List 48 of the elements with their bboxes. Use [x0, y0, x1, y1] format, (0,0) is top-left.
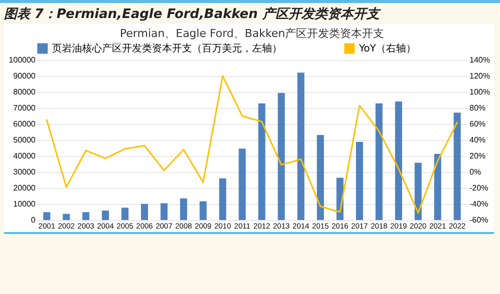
- bar: [82, 212, 90, 220]
- chart-title: 图表 7：Permian,Eagle Ford,Bakken 产区开发类资本开支: [0, 0, 500, 24]
- y-tick-label: 90000: [13, 72, 36, 80]
- y2-tick-label: 80%: [470, 104, 486, 112]
- line-series: [46, 75, 458, 214]
- y-tick-label: 30000: [13, 168, 36, 176]
- bar: [219, 178, 226, 220]
- bar: [278, 92, 285, 220]
- bar: [376, 103, 383, 220]
- y-tick-label: 100000: [8, 56, 36, 64]
- bar: [434, 154, 442, 220]
- y-tick-label: 0: [31, 216, 36, 224]
- y-tick-label: 50000: [13, 136, 36, 144]
- y2-tick-label: 60%: [470, 120, 486, 128]
- bar: [200, 201, 207, 220]
- y-tick-label: 70000: [13, 104, 36, 112]
- y-tick-label: 20000: [13, 184, 36, 192]
- bar: [62, 214, 70, 220]
- y-tick-label: 60000: [13, 120, 36, 128]
- bar: [121, 208, 128, 220]
- y2-tick-label: 20%: [470, 152, 486, 160]
- y2-tick-label: -20%: [470, 184, 488, 192]
- y2-tick-label: 120%: [470, 72, 490, 80]
- y-tick-label: 80000: [13, 88, 36, 96]
- bar: [316, 135, 324, 220]
- y2-tick-label: 40%: [470, 136, 486, 144]
- bar: [238, 148, 246, 220]
- y2-tick-label: 0%: [470, 168, 482, 176]
- y2-tick-label: 100%: [470, 88, 490, 96]
- y2-tick-label: -40%: [470, 200, 488, 208]
- y2-tick-label: 140%: [470, 56, 490, 64]
- bar: [102, 210, 109, 220]
- bar: [180, 198, 188, 220]
- bar: [297, 72, 304, 220]
- y-tick-label: 40000: [13, 152, 36, 160]
- bar: [160, 203, 168, 220]
- chart-subtitle: Permian、Eagle Ford、Bakken产区开发类资本开支: [120, 27, 384, 40]
- legend-label: YoY（右轴）: [358, 42, 416, 55]
- bar: [454, 112, 461, 220]
- bar: [414, 162, 422, 220]
- bar: [258, 103, 266, 220]
- legend-label: 页岩油核心产区开发类资本开支（百万美元，左轴）: [52, 42, 282, 55]
- bar: [140, 204, 148, 220]
- bar: [43, 212, 50, 220]
- bar: [356, 142, 364, 220]
- bar: [395, 101, 402, 220]
- y-tick-label: 10000: [13, 200, 36, 208]
- y2-tick-label: -60%: [470, 216, 488, 224]
